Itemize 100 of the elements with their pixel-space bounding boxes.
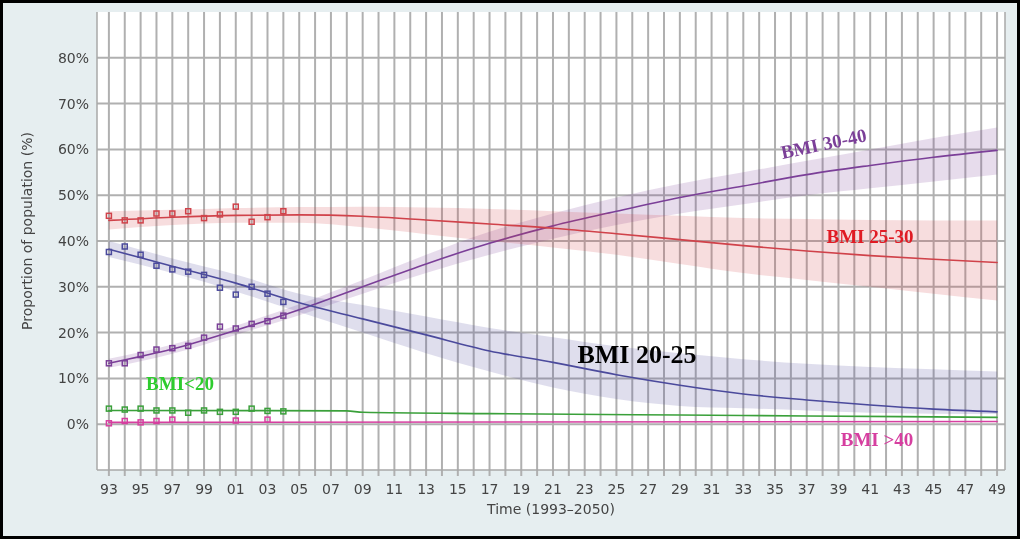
x-tick-label: 17 xyxy=(480,481,499,497)
x-tick-label: 21 xyxy=(544,481,562,497)
point xyxy=(264,290,271,297)
point xyxy=(153,346,160,353)
point xyxy=(184,342,192,350)
point xyxy=(153,262,160,269)
point xyxy=(200,214,208,222)
y-tick-label: 10% xyxy=(57,370,89,387)
x-tick-label: 41 xyxy=(861,481,880,497)
point xyxy=(280,312,287,319)
point xyxy=(248,320,255,328)
y-tick-label: 20% xyxy=(57,324,89,341)
x-tick-label: 95 xyxy=(131,481,150,497)
point xyxy=(105,405,113,412)
x-tick-label: 27 xyxy=(639,481,658,497)
x-tick-label: 13 xyxy=(417,481,436,497)
point xyxy=(184,409,192,416)
y-tick-label: 0% xyxy=(66,416,89,433)
series-label: BMI<20 xyxy=(146,373,214,394)
point xyxy=(137,419,144,426)
point xyxy=(169,210,176,217)
x-tick-label: 99 xyxy=(195,481,213,497)
point xyxy=(153,210,160,217)
point xyxy=(280,408,287,415)
point xyxy=(169,266,176,273)
y-tick-label: 40% xyxy=(57,233,89,249)
x-tick-label: 01 xyxy=(226,481,245,497)
point xyxy=(121,417,129,425)
x-axis-title: Time (1993–2050) xyxy=(486,501,615,517)
point xyxy=(153,417,160,425)
x-tick-label: 11 xyxy=(385,481,404,497)
series-label: BMI 25-30 xyxy=(826,226,914,247)
point xyxy=(121,406,129,413)
point xyxy=(105,248,113,256)
series-label: BMI >40 xyxy=(840,429,914,450)
point xyxy=(216,284,224,291)
x-tick-label: 29 xyxy=(670,481,689,497)
x-tick-label: 97 xyxy=(163,481,182,497)
point xyxy=(184,207,192,215)
point xyxy=(216,408,224,416)
point xyxy=(121,217,129,224)
point xyxy=(137,251,144,258)
point xyxy=(200,407,208,414)
point xyxy=(264,213,271,221)
y-tick-label: 30% xyxy=(57,278,89,295)
x-tick-label: 33 xyxy=(734,481,753,497)
point xyxy=(105,212,113,220)
point xyxy=(216,323,224,330)
point xyxy=(169,407,176,414)
series-label: BMI 20-25 xyxy=(577,340,697,369)
y-tick-label: 50% xyxy=(57,187,89,204)
point xyxy=(248,405,255,412)
point xyxy=(153,407,160,414)
point xyxy=(264,407,271,415)
y-tick-label: 80% xyxy=(57,49,89,66)
point xyxy=(121,243,129,250)
x-tick-label: 19 xyxy=(512,481,531,497)
point xyxy=(232,417,240,424)
point xyxy=(280,298,287,306)
point xyxy=(232,203,240,210)
point xyxy=(137,351,144,359)
x-tick-label: 25 xyxy=(607,481,626,497)
x-tick-label: 37 xyxy=(797,481,816,497)
point xyxy=(232,408,240,416)
x-tick-label: 47 xyxy=(956,481,975,497)
point xyxy=(232,291,240,298)
text: BMI 30-40 xyxy=(778,124,869,163)
point xyxy=(264,416,271,423)
point xyxy=(200,334,208,341)
point xyxy=(105,360,113,367)
x-tick-label: 45 xyxy=(924,481,943,497)
point xyxy=(169,344,176,352)
point xyxy=(216,211,224,218)
x-tick-label: 31 xyxy=(702,481,721,497)
x-tick-label: 93 xyxy=(99,481,118,497)
point xyxy=(248,283,255,291)
point xyxy=(137,405,144,412)
point xyxy=(280,207,287,215)
point xyxy=(264,317,271,325)
point xyxy=(121,360,129,367)
x-tick-label: 03 xyxy=(258,481,277,497)
point xyxy=(200,271,208,279)
y-tick-label: 60% xyxy=(57,141,89,158)
x-tick-label: 05 xyxy=(290,481,309,497)
point xyxy=(248,218,255,226)
x-tick-label: 49 xyxy=(988,481,1006,497)
point xyxy=(137,217,144,224)
x-tick-label: 39 xyxy=(829,481,848,497)
y-tick-label: 70% xyxy=(57,95,89,112)
point xyxy=(169,416,176,423)
x-tick-label: 23 xyxy=(575,481,594,497)
point xyxy=(105,420,113,427)
y-axis-title: Proportion of population (%) xyxy=(19,132,35,330)
x-tick-label: 43 xyxy=(892,481,911,497)
x-tick-label: 15 xyxy=(448,481,467,497)
point xyxy=(232,325,240,332)
x-tick-label: 09 xyxy=(353,481,372,497)
x-tick-label: 35 xyxy=(766,481,784,497)
x-tick-label: 07 xyxy=(322,481,340,497)
point xyxy=(184,268,192,275)
